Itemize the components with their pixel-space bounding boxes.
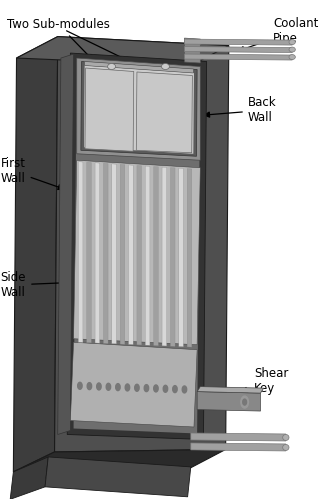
Text: Back
Wall: Back Wall	[204, 96, 277, 124]
Polygon shape	[95, 163, 100, 343]
Circle shape	[182, 386, 187, 393]
Polygon shape	[179, 168, 183, 346]
Polygon shape	[78, 162, 83, 342]
Circle shape	[154, 385, 158, 392]
Circle shape	[241, 396, 248, 408]
Ellipse shape	[108, 64, 115, 70]
Circle shape	[116, 384, 120, 390]
Text: First
Wall: First Wall	[1, 157, 63, 190]
Polygon shape	[81, 62, 197, 156]
Polygon shape	[184, 54, 292, 60]
Circle shape	[125, 384, 130, 391]
Polygon shape	[184, 39, 292, 45]
Polygon shape	[85, 68, 134, 152]
Ellipse shape	[289, 54, 295, 60]
Text: Shear
Key: Shear Key	[242, 366, 289, 394]
Polygon shape	[87, 162, 91, 343]
Text: Coolant
Pipe: Coolant Pipe	[239, 16, 318, 51]
Polygon shape	[191, 443, 286, 451]
Circle shape	[144, 384, 149, 392]
Ellipse shape	[283, 434, 289, 440]
Circle shape	[87, 382, 92, 390]
Polygon shape	[13, 36, 58, 472]
Circle shape	[78, 382, 82, 390]
Polygon shape	[13, 450, 226, 472]
Polygon shape	[58, 54, 73, 434]
Polygon shape	[187, 168, 192, 347]
Polygon shape	[184, 46, 292, 52]
Circle shape	[173, 386, 177, 392]
Polygon shape	[191, 433, 286, 441]
Circle shape	[163, 386, 168, 392]
Ellipse shape	[289, 47, 295, 52]
Polygon shape	[73, 160, 200, 344]
Polygon shape	[73, 58, 200, 434]
Polygon shape	[71, 342, 197, 427]
Polygon shape	[129, 165, 133, 344]
Polygon shape	[85, 62, 193, 73]
Polygon shape	[10, 457, 48, 500]
Circle shape	[243, 399, 247, 405]
Polygon shape	[197, 392, 260, 411]
Polygon shape	[45, 457, 191, 497]
Polygon shape	[16, 36, 229, 66]
Polygon shape	[67, 53, 207, 440]
Polygon shape	[84, 66, 194, 154]
Text: Side
Wall: Side Wall	[1, 271, 130, 299]
Circle shape	[135, 384, 139, 392]
Ellipse shape	[289, 40, 295, 44]
Polygon shape	[54, 36, 229, 452]
Polygon shape	[171, 168, 175, 346]
Polygon shape	[77, 58, 200, 160]
Ellipse shape	[283, 444, 289, 450]
Polygon shape	[197, 386, 264, 393]
Polygon shape	[120, 164, 125, 344]
Polygon shape	[145, 166, 150, 346]
Polygon shape	[137, 166, 142, 345]
Text: Two Sub-modules: Two Sub-modules	[7, 18, 110, 60]
Polygon shape	[154, 166, 158, 346]
Ellipse shape	[161, 64, 169, 70]
Polygon shape	[184, 38, 200, 63]
Polygon shape	[112, 164, 116, 344]
Polygon shape	[162, 167, 167, 346]
Polygon shape	[103, 164, 108, 344]
Circle shape	[106, 384, 111, 390]
Circle shape	[97, 383, 101, 390]
Polygon shape	[136, 72, 193, 153]
